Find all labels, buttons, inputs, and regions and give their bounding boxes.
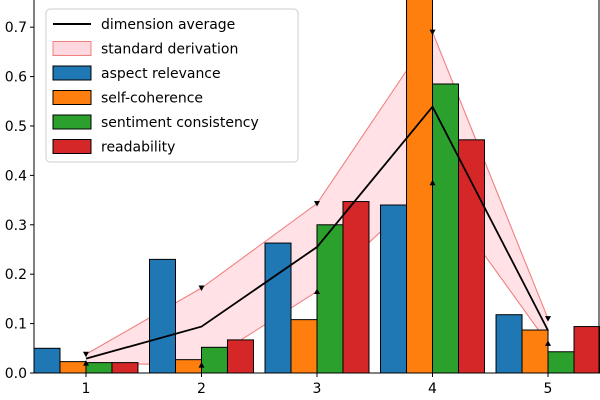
bar-readability-3: [342, 201, 370, 373]
band-lower-marker: [429, 179, 436, 186]
band-upper-marker: [198, 285, 205, 292]
legend-aspect-relevance-label: aspect relevance: [101, 66, 221, 82]
bar-self-coherence-1: [59, 361, 87, 373]
bar-readability-4: [458, 139, 485, 373]
bar-sentiment-consistency-3: [316, 224, 344, 373]
band-lower-marker: [82, 360, 89, 366]
bar-self-coherence-5: [521, 329, 549, 373]
bar-sentiment-consistency-2: [200, 346, 228, 373]
x-tick-label: 2: [197, 381, 206, 397]
legend-self-coherence-label: self-coherence: [101, 91, 203, 107]
legend: dimension average standard derivation aspe…: [45, 8, 299, 163]
bar-aspect-relevance-4: [380, 204, 408, 373]
y-tick-label: 0.0: [5, 366, 27, 382]
average-line: [85, 105, 549, 360]
legend-self-coherence-swatch: [52, 90, 92, 105]
bar-aspect-relevance-2: [149, 258, 177, 373]
band-upper-marker: [545, 316, 552, 322]
bar-sentiment-consistency-5: [547, 351, 575, 373]
axes: 0.0 0.1 0.2 0.3 0.4 0.5 0.6 0.7 1 2 3 4 5: [5, 0, 600, 397]
legend-standard-derivation-swatch: [52, 41, 92, 56]
legend-sentiment-consistency-swatch: [52, 114, 92, 130]
band-lower-marker: [314, 288, 320, 294]
bar-readability-1: [111, 362, 139, 373]
legend-sentiment-consistency-label: sentiment consistency: [101, 115, 259, 131]
y-tick-label: 0.4: [5, 168, 27, 184]
x-tick-label: 4: [428, 381, 437, 397]
y-tick-label: 0.5: [5, 119, 27, 135]
bar-sentiment-consistency-4: [432, 83, 459, 373]
bar-readability-2: [226, 339, 254, 373]
legend-dimension-average-label: dimension average: [101, 17, 235, 33]
bar-self-coherence-3: [290, 319, 318, 373]
x-tick-label: 5: [544, 381, 553, 397]
x-tick-label: 3: [313, 381, 322, 397]
average-line-layer: [85, 105, 549, 360]
bar-aspect-relevance-5: [495, 314, 523, 373]
y-tick-label: 0.7: [5, 20, 27, 36]
legend-readability-swatch: [52, 139, 92, 154]
x-tick-label: 1: [82, 381, 91, 397]
band-upper-marker: [429, 29, 436, 36]
y-tick-label: 0.1: [5, 317, 27, 333]
bar-self-coherence-4: [406, 0, 434, 373]
band-lower-marker: [198, 362, 205, 368]
y-tick-label: 0.6: [5, 70, 27, 86]
band-marker-layer: [82, 29, 552, 368]
bar-sentiment-consistency-1: [85, 362, 113, 373]
band-upper-marker: [82, 351, 89, 358]
bar-readability-5: [573, 326, 600, 373]
band-lower-marker: [545, 340, 552, 346]
y-tick-label: 0.2: [5, 267, 27, 283]
legend-standard-derivation-label: standard derivation: [101, 42, 238, 58]
bar-aspect-relevance-1: [34, 347, 61, 373]
band-upper-marker: [314, 201, 320, 207]
legend-aspect-relevance-swatch: [52, 65, 92, 81]
bar-aspect-relevance-3: [264, 242, 292, 373]
y-tick-label: 0.3: [5, 218, 27, 234]
bar-self-coherence-2: [175, 359, 202, 373]
legend-box: [45, 8, 299, 163]
legend-readability-label: readability: [101, 140, 175, 156]
